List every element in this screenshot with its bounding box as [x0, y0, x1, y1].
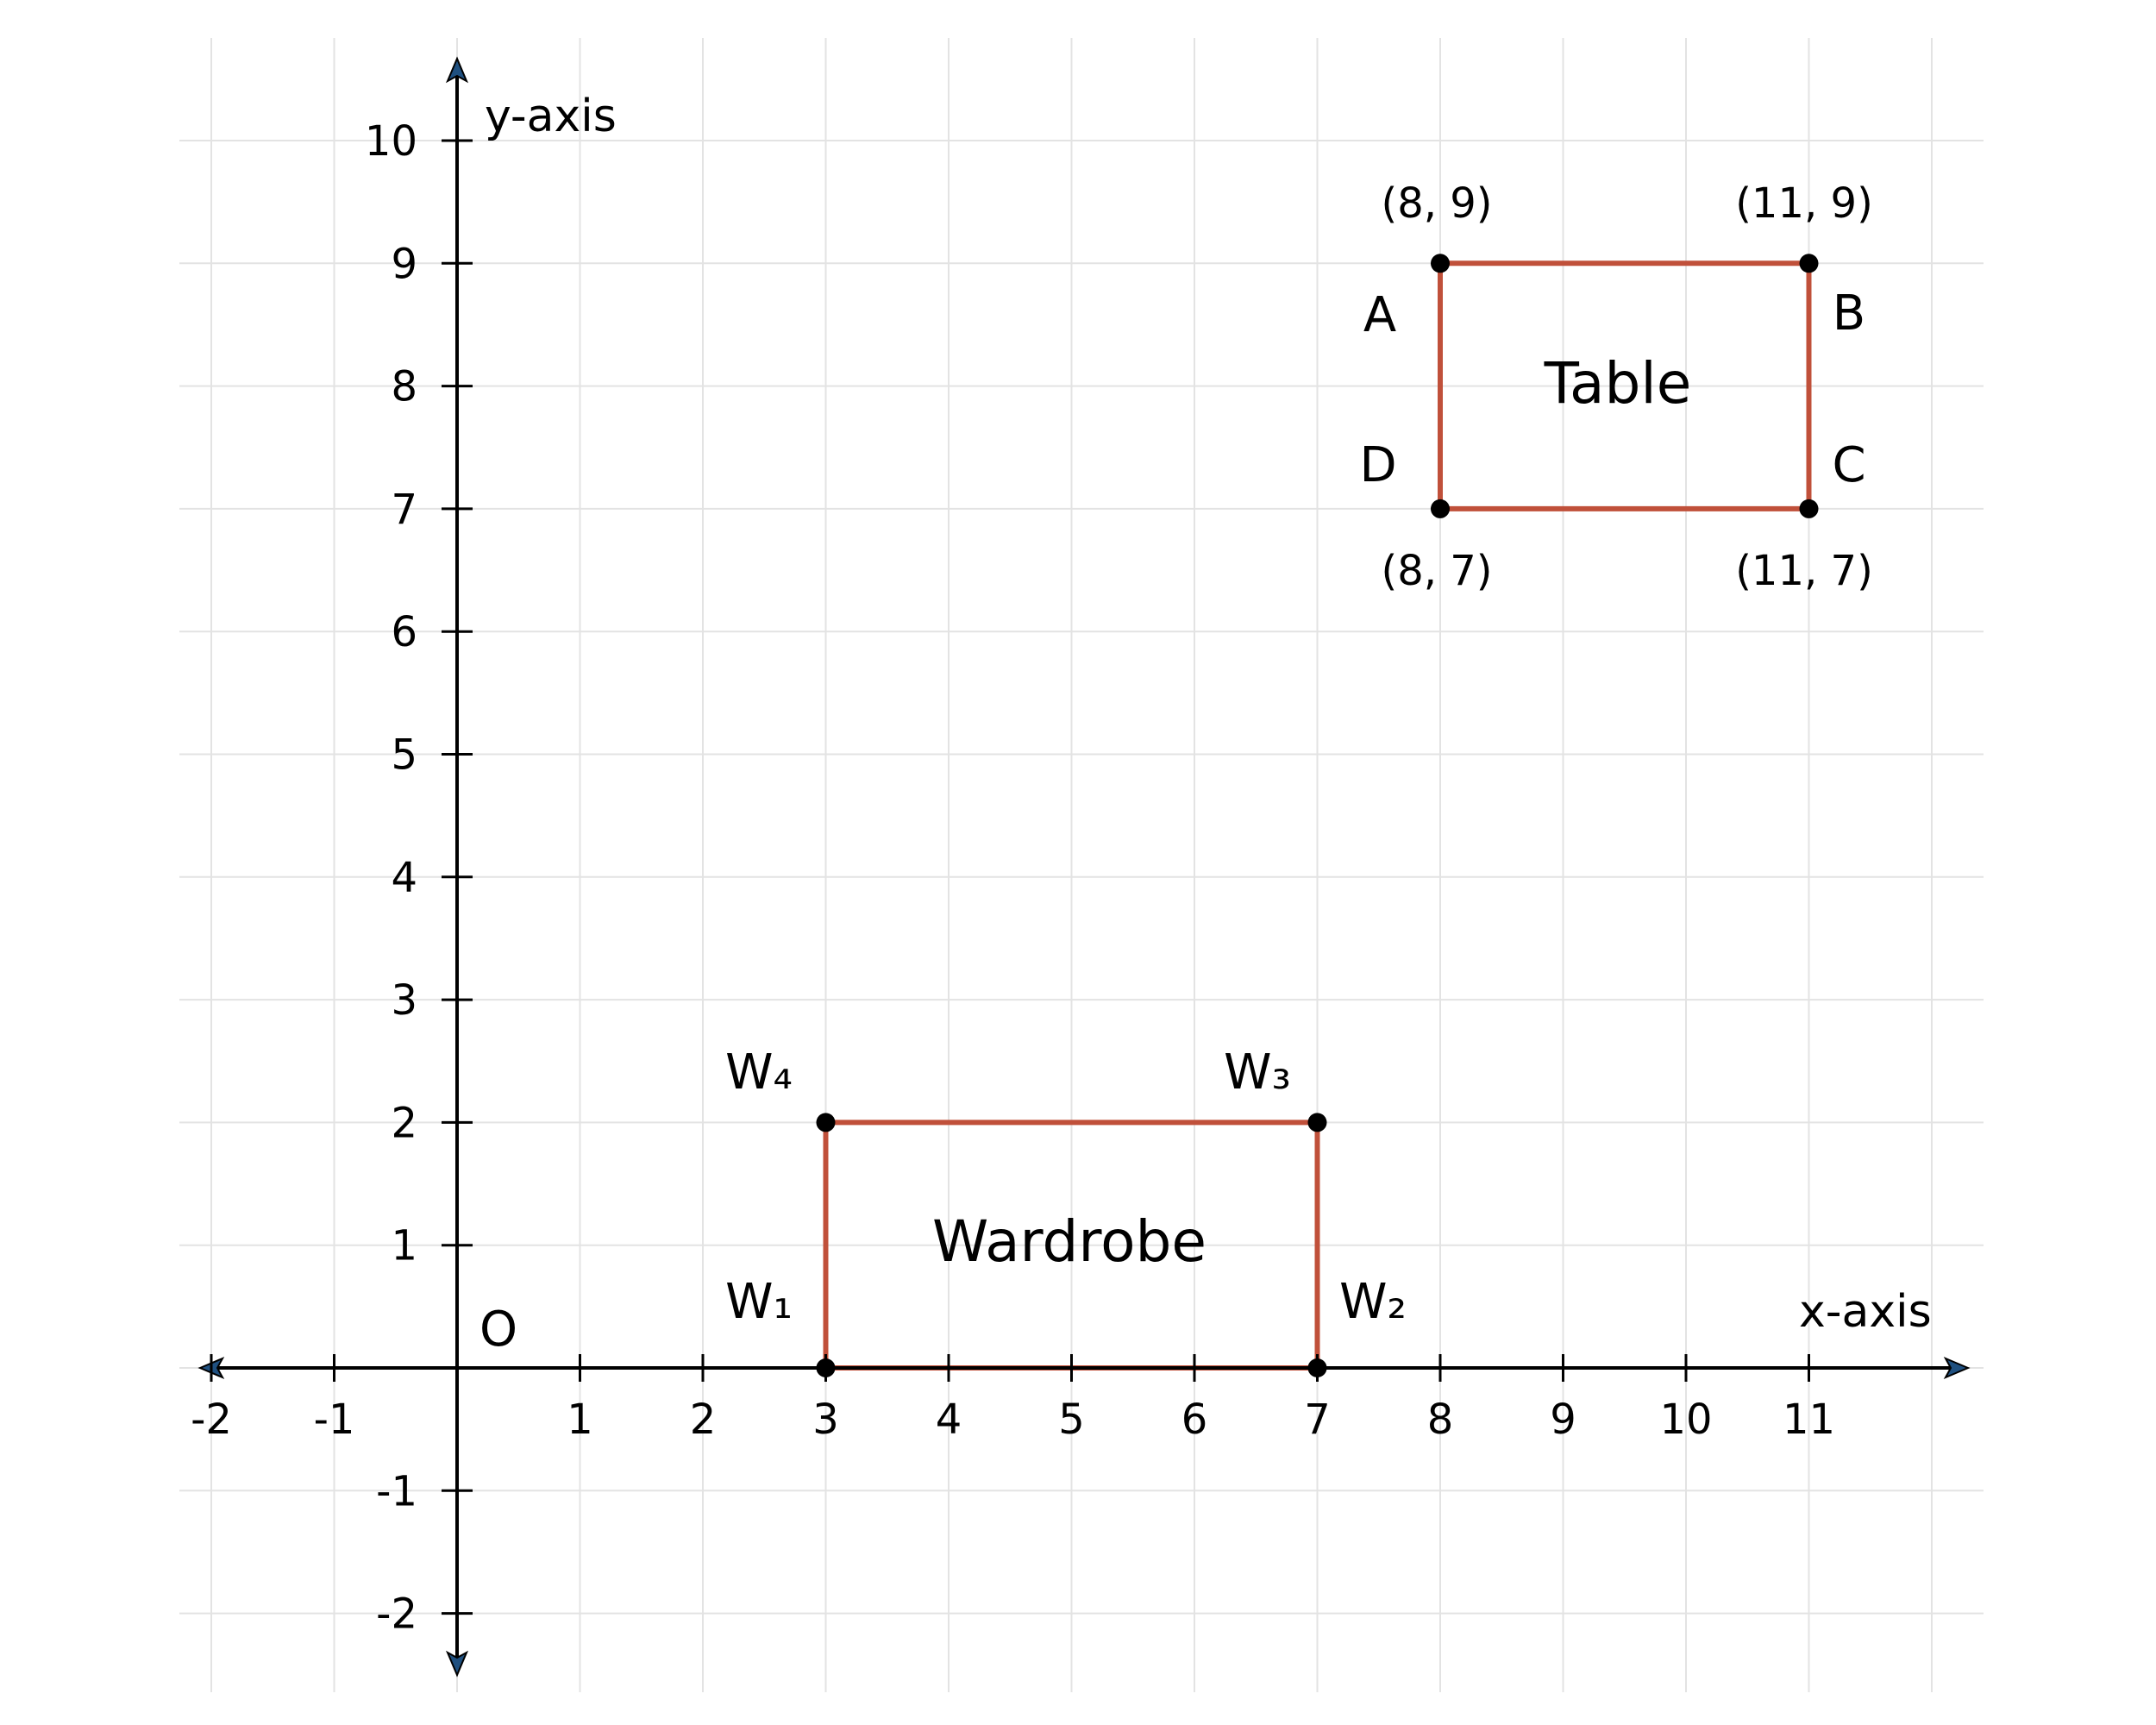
y-axis-top-arrow: [445, 56, 469, 84]
y-tick-label: 8: [391, 363, 417, 411]
x-tick-label: 10: [1659, 1396, 1712, 1444]
x-tick-label: 9: [1550, 1396, 1576, 1444]
vertex-label-w1: W₁: [725, 1274, 793, 1330]
vertex-label-b: B: [1833, 285, 1865, 342]
x-tick-label: 3: [812, 1396, 839, 1444]
y-tick-label: -1: [376, 1467, 417, 1515]
vertices: [816, 254, 1819, 1377]
y-tick-label: 6: [391, 608, 417, 656]
vertex-point-b: [1799, 254, 1819, 273]
vertex-label-w3: W₃: [1224, 1044, 1291, 1101]
y-tick-label: 3: [391, 976, 417, 1025]
table-label: Table: [1544, 350, 1692, 417]
x-tick-label: 8: [1427, 1396, 1454, 1444]
vertex-label-w2: W₂: [1339, 1274, 1407, 1330]
coord-label-b: (11, 9): [1735, 179, 1873, 228]
vertex-label-d: D: [1359, 437, 1396, 493]
origin-label: O: [479, 1302, 517, 1358]
coord-label-c: (11, 7): [1735, 547, 1873, 595]
vertex-label-w4: W₄: [725, 1044, 793, 1101]
x-tick-label: 2: [690, 1396, 717, 1444]
x-tick-label: 4: [936, 1396, 962, 1444]
grid: [179, 38, 1984, 1692]
x-tick-label: 5: [1058, 1396, 1085, 1444]
coord-label-a: (8, 9): [1381, 179, 1492, 228]
vertex-label-c: C: [1832, 437, 1865, 493]
y-tick-label: 7: [391, 486, 417, 534]
vertex-point-a: [1431, 254, 1450, 273]
ticks: -2 -1 1 2 3 4 5 6 7 8 9 10 11 10 9 8 7 6 5 4 3 2 1 -1 -2: [191, 117, 1835, 1639]
y-tick-label: 1: [391, 1222, 417, 1270]
x-axis-right-arrow: [1943, 1356, 1971, 1380]
x-tick-label: -1: [314, 1396, 355, 1444]
axes: [197, 56, 1971, 1678]
x-tick-label: 6: [1181, 1396, 1208, 1444]
x-tick-label: 11: [1783, 1396, 1835, 1444]
vertex-point-w1: [816, 1358, 836, 1377]
y-tick-label: 2: [391, 1099, 417, 1147]
vertex-point-c: [1799, 499, 1819, 518]
wardrobe-label: Wardrobe: [932, 1208, 1206, 1275]
x-axis-label: x-axis: [1799, 1286, 1932, 1338]
y-axis-bottom-arrow: [445, 1650, 469, 1678]
vertex-point-d: [1431, 499, 1450, 518]
y-tick-label: 10: [365, 117, 417, 166]
y-tick-label: 9: [391, 240, 417, 288]
y-tick-label: -2: [376, 1590, 417, 1639]
vertex-point-w3: [1307, 1113, 1327, 1132]
x-tick-label: 1: [567, 1396, 593, 1444]
x-tick-label: -2: [191, 1396, 232, 1444]
vertex-point-w4: [816, 1113, 836, 1132]
y-tick-label: 5: [391, 731, 417, 780]
y-tick-label: 4: [391, 854, 417, 902]
x-tick-label: 7: [1304, 1396, 1331, 1444]
y-axis-label: y-axis: [485, 91, 617, 142]
vertex-label-a: A: [1363, 287, 1396, 343]
vertex-point-w2: [1307, 1358, 1327, 1377]
coord-label-d: (8, 7): [1381, 547, 1492, 595]
